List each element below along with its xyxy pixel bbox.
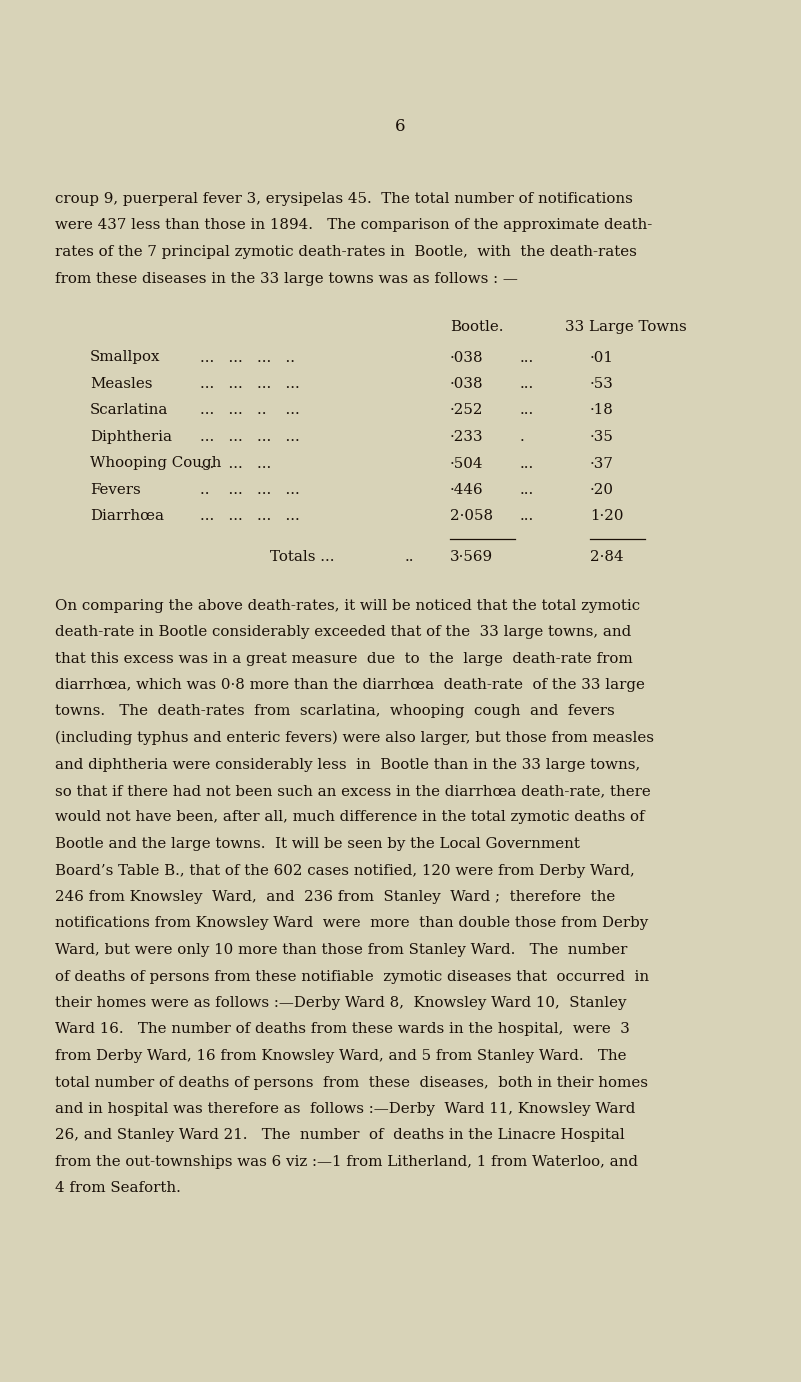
Text: their homes were as follows :—Derby Ward 8,  Knowsley Ward 10,  Stanley: their homes were as follows :—Derby Ward…	[55, 996, 626, 1010]
Text: death-rate in Bootle considerably exceeded that of the  33 large towns, and: death-rate in Bootle considerably exceed…	[55, 625, 631, 638]
Text: Board’s Table B., that of the 602 cases notified, 120 were from Derby Ward,: Board’s Table B., that of the 602 cases …	[55, 864, 634, 878]
Text: ...: ...	[520, 482, 534, 498]
Text: ...   ...   ...   ..: ... ... ... ..	[200, 351, 295, 365]
Text: diarrhœa, which was 0·8 more than the diarrhœa  death-rate  of the 33 large: diarrhœa, which was 0·8 more than the di…	[55, 679, 645, 692]
Text: Measles: Measles	[90, 377, 152, 391]
Text: ..: ..	[405, 550, 414, 564]
Text: Ward 16.   The number of deaths from these wards in the hospital,  were  3: Ward 16. The number of deaths from these…	[55, 1023, 630, 1036]
Text: from the out-townships was 6 viz :—1 from Litherland, 1 from Waterloo, and: from the out-townships was 6 viz :—1 fro…	[55, 1155, 638, 1169]
Text: 3·569: 3·569	[450, 550, 493, 564]
Text: 2·84: 2·84	[590, 550, 624, 564]
Text: ...   ...   ...   ...: ... ... ... ...	[200, 430, 300, 444]
Text: were 437 less than those in 1894.   The comparison of the approximate death-: were 437 less than those in 1894. The co…	[55, 218, 652, 232]
Text: 4 from Seaforth.: 4 from Seaforth.	[55, 1182, 181, 1195]
Text: total number of deaths of persons  from  these  diseases,  both in their homes: total number of deaths of persons from t…	[55, 1075, 648, 1089]
Text: ·35: ·35	[590, 430, 614, 444]
Text: Whooping Cough: Whooping Cough	[90, 456, 221, 470]
Text: from Derby Ward, 16 from Knowsley Ward, and 5 from Stanley Ward.   The: from Derby Ward, 16 from Knowsley Ward, …	[55, 1049, 626, 1063]
Text: Diphtheria: Diphtheria	[90, 430, 172, 444]
Text: of deaths of persons from these notifiable  zymotic diseases that  occurred  in: of deaths of persons from these notifiab…	[55, 970, 649, 984]
Text: so that if there had not been such an excess in the diarrhœa death-rate, there: so that if there had not been such an ex…	[55, 784, 650, 797]
Text: that this excess was in a great measure  due  to  the  large  death-rate from: that this excess was in a great measure …	[55, 651, 633, 666]
Text: ...: ...	[520, 456, 534, 470]
Text: ·37: ·37	[590, 456, 614, 470]
Text: (including typhus and enteric fevers) were also larger, but those from measles: (including typhus and enteric fevers) we…	[55, 731, 654, 745]
Text: .: .	[520, 430, 525, 444]
Text: ·252: ·252	[450, 404, 484, 417]
Text: ·504: ·504	[450, 456, 484, 470]
Text: ...   ...   ...   ...: ... ... ... ...	[200, 510, 300, 524]
Text: 246 from Knowsley  Ward,  and  236 from  Stanley  Ward ;  therefore  the: 246 from Knowsley Ward, and 236 from Sta…	[55, 890, 615, 904]
Text: Bootle.: Bootle.	[450, 321, 504, 334]
Text: Bootle and the large towns.  It will be seen by the Local Government: Bootle and the large towns. It will be s…	[55, 837, 580, 851]
Text: towns.   The  death-rates  from  scarlatina,  whooping  cough  and  fevers: towns. The death-rates from scarlatina, …	[55, 705, 614, 719]
Text: ·01: ·01	[590, 351, 614, 365]
Text: 33 Large Towns: 33 Large Towns	[565, 321, 686, 334]
Text: ...   ...   ...   ...: ... ... ... ...	[200, 377, 300, 391]
Text: ·038: ·038	[450, 351, 484, 365]
Text: ...   ...   ..    ...: ... ... .. ...	[200, 404, 300, 417]
Text: 2·058: 2·058	[450, 510, 493, 524]
Text: croup 9, puerperal fever 3, erysipelas 45.  The total number of notifications: croup 9, puerperal fever 3, erysipelas 4…	[55, 192, 633, 206]
Text: Diarrhœa: Diarrhœa	[90, 510, 164, 524]
Text: ·233: ·233	[450, 430, 484, 444]
Text: ...: ...	[520, 351, 534, 365]
Text: rates of the 7 principal zymotic death-rates in  Bootle,  with  the death-rates: rates of the 7 principal zymotic death-r…	[55, 245, 637, 258]
Text: ...: ...	[520, 510, 534, 524]
Text: Fevers: Fevers	[90, 482, 141, 498]
Text: Totals ...: Totals ...	[270, 550, 335, 564]
Text: 6: 6	[395, 117, 405, 135]
Text: ...   ...   ...: ... ... ...	[200, 456, 272, 470]
Text: Ward, but were only 10 more than those from Stanley Ward.   The  number: Ward, but were only 10 more than those f…	[55, 943, 627, 956]
Text: Smallpox: Smallpox	[90, 351, 160, 365]
Text: ·038: ·038	[450, 377, 484, 391]
Text: ..    ...   ...   ...: .. ... ... ...	[200, 482, 300, 498]
Text: and diphtheria were considerably less  in  Bootle than in the 33 large towns,: and diphtheria were considerably less in…	[55, 757, 640, 771]
Text: ...: ...	[520, 377, 534, 391]
Text: 26, and Stanley Ward 21.   The  number  of  deaths in the Linacre Hospital: 26, and Stanley Ward 21. The number of d…	[55, 1129, 625, 1143]
Text: ...: ...	[520, 404, 534, 417]
Text: 1·20: 1·20	[590, 510, 623, 524]
Text: and in hospital was therefore as  follows :—Derby  Ward 11, Knowsley Ward: and in hospital was therefore as follows…	[55, 1101, 635, 1117]
Text: ·53: ·53	[590, 377, 614, 391]
Text: notifications from Knowsley Ward  were  more  than double those from Derby: notifications from Knowsley Ward were mo…	[55, 916, 648, 930]
Text: Scarlatina: Scarlatina	[90, 404, 168, 417]
Text: ·20: ·20	[590, 482, 614, 498]
Text: would not have been, after all, much difference in the total zymotic deaths of: would not have been, after all, much dif…	[55, 810, 645, 825]
Text: ·446: ·446	[450, 482, 484, 498]
Text: from these diseases in the 33 large towns was as follows : —: from these diseases in the 33 large town…	[55, 271, 518, 286]
Text: ·18: ·18	[590, 404, 614, 417]
Text: On comparing the above death-rates, it will be noticed that the total zymotic: On comparing the above death-rates, it w…	[55, 598, 640, 612]
